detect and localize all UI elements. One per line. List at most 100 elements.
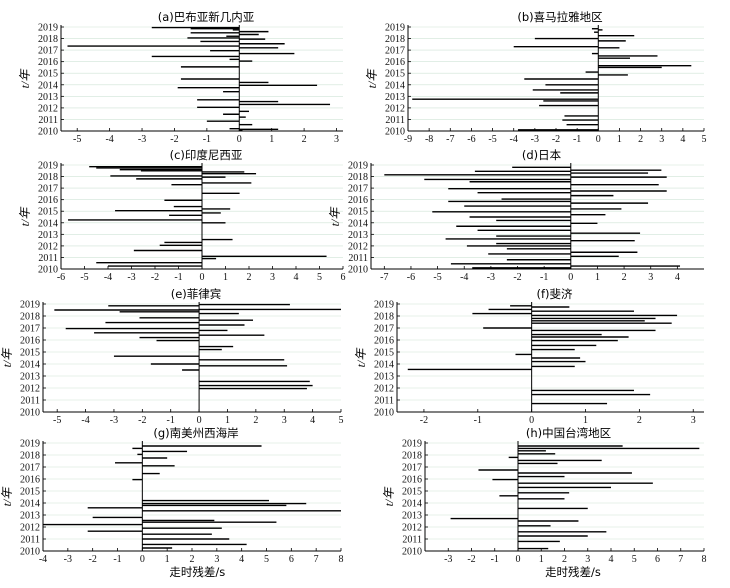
x-tick-label: -1	[203, 134, 211, 145]
panel-2: 2010201120122013201420152016201720182019…	[18, 148, 346, 283]
y-tick-label: 2019	[38, 161, 58, 172]
x-axis-label: 走时残差/s	[169, 565, 225, 579]
panel-7: 2010201120122013201420152016201720182019…	[382, 426, 707, 579]
x-tick-label: -3	[487, 272, 495, 283]
y-tick-label: 2012	[20, 384, 40, 395]
x-tick-label: 1	[595, 272, 600, 283]
y-tick-label: 2016	[38, 195, 58, 206]
x-tick-label: -6	[57, 272, 65, 283]
x-tick-label: -8	[425, 134, 433, 145]
panel-title: (g)南美州西海岸	[153, 426, 238, 440]
y-tick-label: 2016	[38, 57, 58, 68]
x-tick-label: -3	[64, 554, 72, 565]
x-tick-label: 1	[617, 134, 622, 145]
panel-3: 2010201120122013201420152016201720182019…	[328, 148, 704, 283]
y-tick-label: 2014	[402, 499, 422, 510]
y-tick-label: 2018	[38, 34, 58, 45]
y-axis-label: t/年	[382, 486, 396, 507]
y-tick-label: 2010	[38, 127, 58, 138]
y-tick-label: 2019	[348, 161, 368, 172]
x-tick-label: 5	[317, 272, 322, 283]
y-tick-label: 2010	[38, 265, 58, 276]
y-tick-label: 2016	[20, 336, 40, 347]
x-tick-label: 2	[638, 134, 643, 145]
y-tick-label: 2017	[374, 324, 394, 335]
x-tick-label: -3	[110, 415, 118, 426]
x-tick-label: -4	[39, 554, 47, 565]
x-tick-label: 2	[247, 272, 252, 283]
x-tick-label: -6	[407, 272, 415, 283]
y-tick-label: 2015	[20, 348, 40, 359]
x-tick-label: -2	[420, 415, 428, 426]
x-tick-label: 1	[269, 134, 274, 145]
y-axis-label: t/年	[0, 486, 14, 507]
y-tick-label: 2013	[385, 92, 405, 103]
y-tick-label: 2011	[20, 396, 40, 407]
x-tick-label: 7	[314, 554, 319, 565]
y-tick-label: 2015	[38, 207, 58, 218]
y-tick-label: 2010	[348, 265, 368, 276]
panel-1: 2010201120122013201420152016201720182019…	[365, 10, 707, 145]
y-tick-label: 2014	[348, 218, 368, 229]
x-tick-label: 1	[583, 415, 588, 426]
x-tick-label: 2	[190, 554, 195, 565]
x-tick-label: 5	[264, 554, 269, 565]
y-axis-label: t/年	[328, 206, 342, 227]
panel-title: (d)日本	[522, 148, 562, 162]
panel-5: 2010201120122013201420152016201720182019…	[354, 287, 704, 426]
x-tick-label: -7	[380, 272, 388, 283]
x-tick-label: 5	[339, 415, 344, 426]
y-tick-label: 2012	[38, 103, 58, 114]
x-tick-label: 1	[165, 554, 170, 565]
y-tick-label: 2017	[385, 46, 405, 57]
y-tick-label: 2018	[38, 172, 58, 183]
panel-6: 2010201120122013201420152016201720182019…	[0, 426, 344, 579]
x-tick-label: 0	[596, 134, 601, 145]
x-tick-label: -5	[53, 415, 61, 426]
panel-title: (h)中国台湾地区	[526, 426, 611, 440]
x-tick-label: 0	[516, 554, 521, 565]
x-tick-label: 4	[680, 134, 685, 145]
x-tick-label: 0	[529, 415, 534, 426]
y-tick-label: 2017	[20, 463, 40, 474]
panel-0: 2010201120122013201420152016201720182019…	[18, 10, 343, 145]
x-tick-label: 8	[702, 554, 707, 565]
x-tick-label: 4	[239, 554, 244, 565]
y-tick-label: 2019	[20, 300, 40, 311]
y-tick-label: 2018	[385, 34, 405, 45]
x-tick-label: 0	[197, 415, 202, 426]
x-tick-label: 6	[341, 272, 346, 283]
y-tick-label: 2014	[20, 360, 40, 371]
y-tick-label: 2011	[374, 396, 394, 407]
x-tick-label: -3	[138, 134, 146, 145]
y-axis-label: t/年	[18, 68, 32, 89]
y-tick-label: 2011	[385, 115, 405, 126]
x-tick-label: 4	[294, 272, 299, 283]
x-tick-label: 1	[225, 415, 230, 426]
y-tick-label: 2018	[402, 451, 422, 462]
x-tick-label: 3	[334, 134, 339, 145]
y-tick-label: 2010	[20, 547, 40, 558]
y-tick-label: 2011	[38, 253, 58, 264]
x-tick-label: -3	[531, 134, 539, 145]
x-tick-label: -2	[138, 415, 146, 426]
y-tick-label: 2016	[348, 195, 368, 206]
x-tick-label: -5	[80, 272, 88, 283]
y-tick-label: 2015	[402, 487, 422, 498]
y-tick-label: 2013	[20, 372, 40, 383]
y-tick-label: 2019	[374, 300, 394, 311]
y-tick-label: 2016	[385, 57, 405, 68]
y-tick-label: 2012	[385, 103, 405, 114]
y-tick-label: 2016	[20, 475, 40, 486]
y-tick-label: 2017	[38, 184, 58, 195]
x-tick-label: -3	[444, 554, 452, 565]
y-tick-label: 2016	[402, 475, 422, 486]
y-tick-label: 2014	[38, 218, 58, 229]
x-tick-label: -4	[104, 272, 112, 283]
x-tick-label: 8	[339, 554, 344, 565]
x-tick-label: 6	[655, 554, 660, 565]
x-tick-label: -1	[113, 554, 121, 565]
y-tick-label: 2012	[402, 523, 422, 534]
y-tick-label: 2011	[38, 115, 58, 126]
x-tick-label: 0	[568, 272, 573, 283]
